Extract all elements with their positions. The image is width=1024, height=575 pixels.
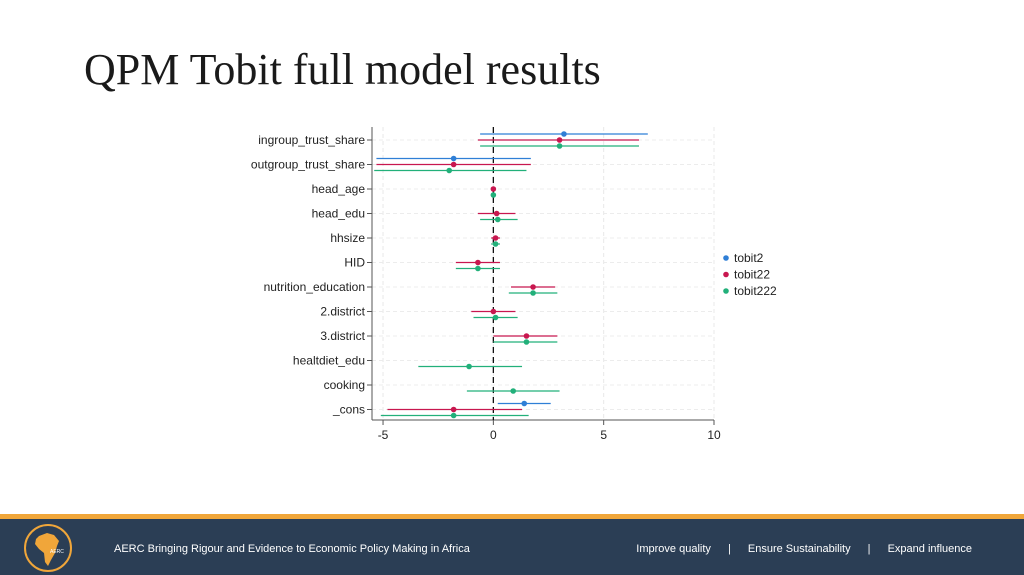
point-marker-tobit222 [490,192,497,198]
point-marker-tobit22 [475,259,481,266]
legend-label: tobit222 [734,284,777,298]
point-marker-tobit222 [510,388,517,394]
x-tick-label: 10 [707,428,721,442]
point-marker-tobit22 [490,308,497,315]
y-tick-label: healtdiet_edu [293,354,365,368]
point-marker-tobit22 [450,161,457,168]
legend-label: tobit22 [734,268,770,282]
point-marker-tobit22 [493,210,500,217]
legend-marker-tobit22 [723,271,729,278]
footer-tagline: AERC Bringing Rigour and Evidence to Eco… [114,543,470,555]
legend-marker-tobit222 [723,288,729,294]
point-marker-tobit22 [450,406,457,413]
y-tick-label: HID [344,256,365,270]
coefficient-plot: -5 0 5 10 ingroup_trust_share outgroup_trust_… [251,127,777,442]
y-tick-label: outgroup_trust_share [251,158,365,172]
y-tick-label: nutrition_education [264,280,365,294]
point-marker-tobit222 [530,290,536,296]
point-marker-tobit222 [492,314,499,321]
y-tick-label: head_age [312,182,366,196]
point-marker-tobit222 [446,167,453,174]
point-marker-tobit222 [556,143,563,149]
y-tick-label: _cons [332,403,365,417]
y-tick-label: 2.district [320,305,365,319]
point-marker-tobit22 [556,137,563,143]
point-marker-tobit222 [466,363,472,370]
y-tick-label: 3.district [320,329,365,343]
footer-links: Improve quality | Ensure Sustainability … [636,543,972,555]
footer-separator: | [727,543,731,555]
point-marker-tobit222 [523,339,530,345]
footer-separator: | [867,543,871,555]
legend-marker-tobit2 [723,255,729,261]
y-tick-label: head_edu [312,207,365,221]
slide-title: QPM Tobit full model results [84,45,601,94]
point-marker-tobit2 [561,131,567,137]
point-marker-tobit22 [490,186,497,192]
point-marker-tobit22 [523,333,530,339]
point-marker-tobit22 [492,235,499,241]
y-tick-label: cooking [324,378,365,392]
footer-accent-stripe [0,514,1024,519]
x-tick-label: 0 [490,428,497,442]
point-marker-tobit222 [450,412,457,419]
x-tick-label: 5 [600,428,607,442]
footer-link-ensure-sustainability[interactable]: Ensure Sustainability [747,543,851,555]
point-marker-tobit2 [521,400,528,407]
logo-text: AERC [50,549,64,555]
footer-bar: AERC AERC Bringing Rigour and Evidence t… [0,519,1024,575]
y-tick-label: ingroup_trust_share [258,133,365,147]
legend-label: tobit2 [734,251,764,265]
point-marker-tobit22 [530,284,536,290]
footer-link-improve-quality[interactable]: Improve quality [636,543,711,555]
point-marker-tobit222 [494,216,501,223]
y-tick-label: hhsize [330,231,365,245]
point-marker-tobit222 [492,241,499,247]
footer-link-expand-influence[interactable]: Expand influence [887,543,972,555]
point-marker-tobit222 [475,265,481,272]
aerc-logo-icon: AERC [24,524,72,572]
x-tick-label: -5 [378,428,389,442]
point-marker-tobit2 [450,155,457,162]
